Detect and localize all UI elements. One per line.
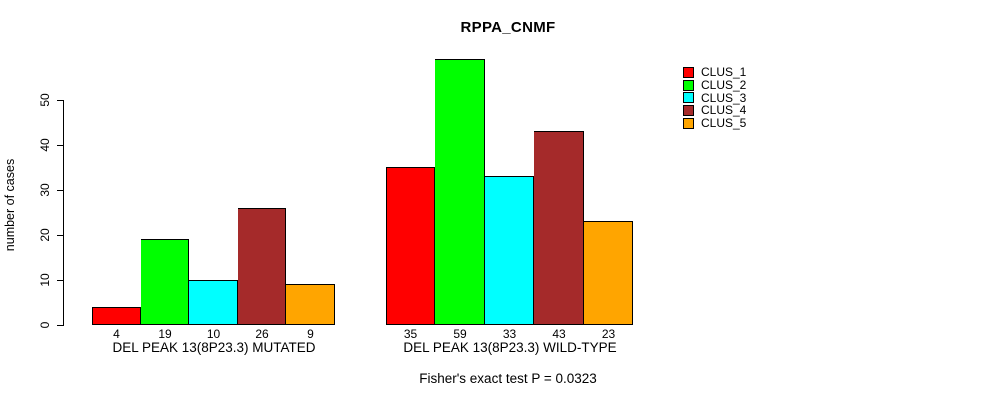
legend-swatch-icon bbox=[683, 66, 694, 78]
bar-value-label: 4 bbox=[113, 327, 120, 341]
bar-clus_2-group2 bbox=[435, 59, 485, 325]
legend-row-clus_2: CLUS_2 bbox=[683, 79, 746, 92]
group-label-wild-type: DEL PEAK 13(8P23.3) WILD-TYPE bbox=[403, 340, 617, 355]
bar-clus_1-group1 bbox=[92, 307, 141, 325]
y-axis-tick bbox=[57, 145, 63, 146]
legend-swatch-icon bbox=[683, 117, 694, 129]
bar-clus_4-group1 bbox=[238, 208, 286, 325]
bar-value-label: 33 bbox=[502, 327, 517, 341]
fisher-test-annotation: Fisher's exact test P = 0.0323 bbox=[419, 371, 597, 386]
bar-clus_3-group1 bbox=[189, 280, 238, 325]
y-axis-tick-label: 10 bbox=[38, 273, 52, 287]
legend-label: CLUS_4 bbox=[701, 103, 747, 118]
bar-clus_1-group2 bbox=[386, 167, 435, 325]
y-axis-tick bbox=[57, 325, 63, 326]
y-axis-tick-label: 0 bbox=[38, 321, 52, 329]
legend-row-clus_1: CLUS_1 bbox=[683, 66, 746, 79]
y-axis-line bbox=[63, 100, 64, 326]
y-axis-tick bbox=[57, 100, 63, 101]
bar-value-label: 10 bbox=[206, 327, 221, 341]
legend-label: CLUS_1 bbox=[701, 65, 747, 80]
y-axis-tick bbox=[57, 280, 63, 281]
legend: CLUS_1 CLUS_2 CLUS_3 CLUS_4 CLUS_5 bbox=[683, 66, 746, 129]
bar-value-label: 43 bbox=[552, 327, 566, 341]
bar-value-label: 59 bbox=[453, 327, 467, 341]
legend-label: CLUS_5 bbox=[701, 116, 747, 131]
y-axis-tick bbox=[57, 190, 63, 191]
bar-value-label: 35 bbox=[403, 327, 418, 341]
legend-swatch-icon bbox=[683, 104, 694, 116]
y-axis-tick-label: 30 bbox=[38, 183, 52, 197]
bar-value-label: 9 bbox=[307, 327, 314, 341]
legend-row-clus_5: CLUS_5 bbox=[683, 117, 746, 130]
group-label-mutated: DEL PEAK 13(8P23.3) MUTATED bbox=[112, 340, 316, 355]
y-axis-tick bbox=[57, 235, 63, 236]
bar-clus_3-group2 bbox=[485, 176, 534, 325]
bar-value-label: 19 bbox=[158, 327, 172, 341]
bar-clus_2-group1 bbox=[141, 239, 189, 325]
bar-clus_5-group1 bbox=[286, 284, 335, 325]
legend-row-clus_3: CLUS_3 bbox=[683, 91, 746, 104]
y-axis-tick-label: 40 bbox=[38, 138, 52, 152]
y-axis-tick-label: 50 bbox=[38, 93, 52, 107]
y-axis-tick-label: 20 bbox=[38, 228, 52, 242]
chart-title: RPPA_CNMF bbox=[460, 19, 556, 36]
bar-clus_5-group2 bbox=[584, 221, 633, 325]
bar-value-label: 23 bbox=[601, 327, 616, 341]
bar-clus_4-group2 bbox=[534, 131, 584, 325]
legend-row-clus_4: CLUS_4 bbox=[683, 104, 746, 117]
legend-label: CLUS_3 bbox=[701, 90, 747, 105]
legend-swatch-icon bbox=[683, 79, 694, 91]
bar-value-label: 26 bbox=[255, 327, 269, 341]
legend-swatch-icon bbox=[683, 92, 694, 104]
y-axis-label: number of cases bbox=[3, 158, 17, 252]
legend-label: CLUS_2 bbox=[701, 78, 747, 93]
